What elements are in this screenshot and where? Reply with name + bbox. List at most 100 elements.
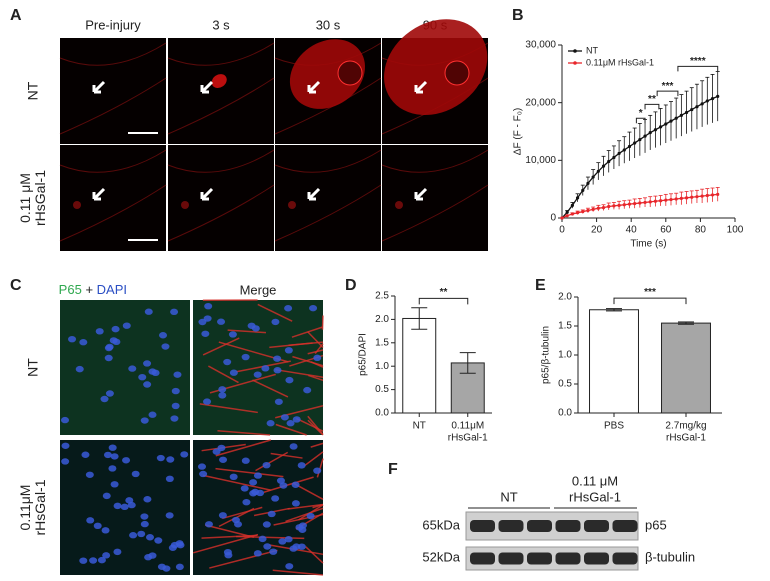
data-point bbox=[716, 94, 720, 98]
significance-label: **** bbox=[690, 56, 706, 67]
nucleus bbox=[68, 335, 77, 343]
x-tick-label: 60 bbox=[660, 225, 672, 236]
y-tick-label: 2.0 bbox=[375, 314, 389, 325]
blot-band bbox=[527, 552, 552, 565]
stain-label: P65 + DAPI bbox=[59, 282, 127, 297]
nucleus bbox=[212, 448, 221, 455]
significance-bracket bbox=[656, 90, 679, 97]
column-header: Merge bbox=[240, 282, 277, 297]
text-line: 0.11 μM bbox=[572, 473, 618, 488]
data-point bbox=[653, 128, 658, 132]
spot bbox=[288, 201, 296, 209]
y-axis-label: p65/DAPI bbox=[358, 333, 369, 376]
mw-marker: 65kDa bbox=[422, 517, 460, 532]
y-tick-label: 2.5 bbox=[375, 291, 389, 302]
y-tick-label: 0.0 bbox=[558, 408, 572, 419]
nucleus bbox=[125, 497, 134, 504]
nucleus bbox=[218, 386, 227, 393]
nucleus bbox=[128, 365, 137, 372]
panel-label: C bbox=[10, 277, 22, 294]
nucleus bbox=[298, 522, 307, 529]
data-point bbox=[716, 192, 720, 196]
nucleus bbox=[253, 472, 262, 479]
data-point bbox=[612, 155, 616, 160]
data-point bbox=[591, 175, 595, 179]
nucleus bbox=[201, 330, 210, 337]
blot-band bbox=[612, 552, 638, 565]
actin-fiber bbox=[275, 423, 307, 436]
micrograph bbox=[168, 38, 274, 144]
x-tick-label: 100 bbox=[727, 225, 744, 236]
nucleus bbox=[120, 503, 129, 511]
data-point bbox=[596, 206, 600, 210]
legend-label: NT bbox=[586, 45, 598, 55]
micrograph bbox=[168, 145, 274, 251]
actin-fiber bbox=[291, 326, 323, 338]
micrograph bbox=[60, 145, 166, 251]
nucleus bbox=[273, 355, 282, 362]
nucleus bbox=[102, 552, 111, 559]
nucleus bbox=[104, 354, 113, 362]
arrow bbox=[307, 187, 321, 201]
nucleus bbox=[171, 402, 180, 410]
nucleus bbox=[273, 367, 282, 374]
fiber bbox=[59, 149, 167, 173]
data-point bbox=[700, 102, 704, 106]
nucleus bbox=[271, 318, 280, 326]
nucleus bbox=[274, 398, 283, 405]
actin-fiber bbox=[273, 513, 324, 526]
mw-marker: 52kDa bbox=[422, 549, 460, 564]
x-tick-label: 80 bbox=[695, 225, 707, 236]
nucleus bbox=[79, 557, 88, 564]
nucleus bbox=[229, 473, 238, 481]
nucleus bbox=[173, 371, 182, 378]
data-point bbox=[679, 113, 683, 117]
data-point bbox=[586, 208, 590, 213]
nucleus bbox=[269, 548, 278, 555]
arrow bbox=[92, 80, 106, 94]
nucleus bbox=[229, 369, 238, 376]
nucleus bbox=[137, 530, 146, 538]
x-tick-label: 0 bbox=[559, 225, 565, 236]
nucleus bbox=[143, 381, 152, 388]
fluorescence bbox=[211, 74, 227, 89]
data-point bbox=[565, 210, 569, 214]
nucleus bbox=[180, 451, 189, 458]
significance-label: *** bbox=[662, 81, 674, 92]
nucleus bbox=[156, 454, 165, 462]
x-tick-label: PBS bbox=[604, 421, 624, 432]
actin-fiber bbox=[222, 506, 263, 520]
nucleus bbox=[291, 500, 300, 507]
data-point bbox=[633, 141, 637, 145]
text-line: 0.11μM bbox=[17, 485, 33, 531]
data-point bbox=[581, 210, 585, 214]
fiber bbox=[59, 77, 167, 135]
actin-fiber bbox=[285, 507, 324, 523]
actin-fiber bbox=[209, 549, 278, 569]
actin-fiber bbox=[199, 403, 258, 414]
text-line: rHsGal-1 bbox=[569, 489, 621, 504]
data-point bbox=[695, 105, 699, 109]
nucleus bbox=[168, 544, 177, 551]
data-point bbox=[643, 200, 647, 205]
text-line: NT bbox=[500, 489, 517, 504]
nucleus bbox=[285, 563, 294, 570]
data-point bbox=[617, 151, 621, 156]
data-point bbox=[601, 164, 606, 168]
data-point bbox=[575, 196, 580, 200]
rotated-label: 0.11 μM rHsGal-1 bbox=[17, 170, 48, 226]
actin-fiber bbox=[316, 458, 324, 478]
data-point bbox=[684, 110, 689, 115]
data-point bbox=[565, 214, 569, 218]
nucleus bbox=[159, 332, 168, 339]
nucleus bbox=[280, 414, 289, 421]
actin-fiber bbox=[310, 442, 324, 448]
nucleus bbox=[217, 318, 226, 325]
actin-fiber bbox=[227, 329, 267, 334]
data-point bbox=[607, 204, 611, 209]
fiber bbox=[167, 77, 275, 135]
fiber bbox=[167, 42, 275, 66]
nucleus bbox=[61, 442, 70, 449]
micrograph bbox=[382, 145, 488, 251]
data-point bbox=[622, 148, 626, 152]
